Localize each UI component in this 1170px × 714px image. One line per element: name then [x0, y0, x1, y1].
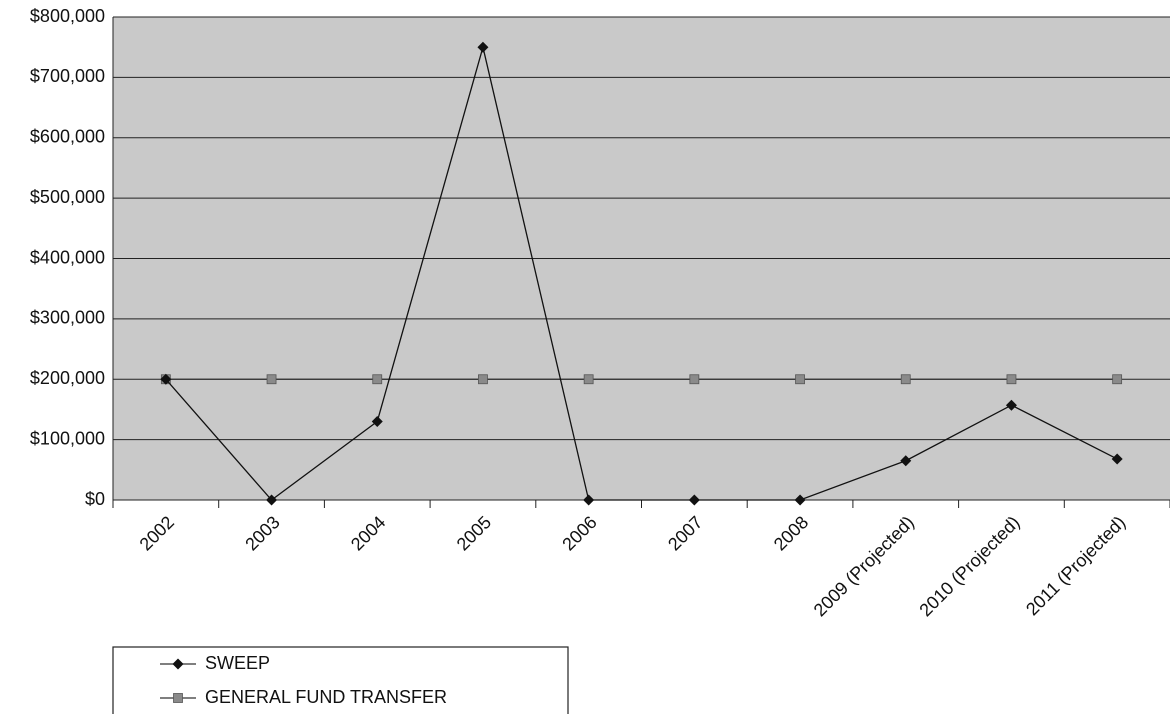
- y-tick-label: $400,000: [30, 247, 105, 267]
- y-tick-label: $700,000: [30, 66, 105, 86]
- x-tick-label: 2009 (Projected): [810, 512, 918, 620]
- legend: SWEEP GENERAL FUND TRANSFER: [112, 646, 569, 714]
- marker: [900, 374, 911, 385]
- marker: [689, 374, 700, 385]
- legend-label: SWEEP: [205, 653, 270, 673]
- marker: [266, 374, 277, 385]
- x-tick-label: 2005: [453, 512, 495, 554]
- marker: [583, 374, 594, 385]
- y-tick-label: $600,000: [30, 127, 105, 147]
- y-tick-label: $200,000: [30, 368, 105, 388]
- marker: [1005, 399, 1017, 411]
- legend-marker: [172, 658, 184, 670]
- series-line: [165, 47, 1118, 501]
- marker: [371, 416, 383, 428]
- y-tick-label: $100,000: [30, 428, 105, 448]
- marker: [372, 374, 383, 385]
- marker: [160, 373, 172, 385]
- x-tick-label: 2002: [136, 512, 178, 554]
- y-tick-label: $0: [85, 489, 105, 509]
- marker: [1111, 453, 1123, 465]
- y-tick-label: $300,000: [30, 308, 105, 328]
- legend-label: GENERAL FUND TRANSFER: [205, 687, 447, 707]
- marker: [1006, 374, 1017, 385]
- marker: [1112, 374, 1123, 385]
- marker: [795, 374, 805, 385]
- x-tick-label: 2003: [241, 512, 283, 554]
- marker: [794, 494, 806, 506]
- x-tick-label: 2010 (Projected): [915, 512, 1023, 620]
- x-tick-label: 2007: [664, 512, 706, 554]
- y-tick-label: $500,000: [30, 187, 105, 207]
- legend-box: [112, 646, 569, 714]
- marker: [900, 455, 912, 467]
- x-tick-label: 2004: [347, 512, 389, 554]
- legend-marker: [173, 693, 183, 703]
- marker: [688, 494, 700, 506]
- marker: [478, 374, 488, 385]
- x-tick-label: 2006: [558, 512, 600, 554]
- y-tick-label: $800,000: [30, 6, 105, 26]
- x-tick-label: 2008: [770, 512, 812, 554]
- marker: [583, 494, 595, 506]
- marker: [477, 41, 489, 53]
- x-tick-label: 2011 (Projected): [1022, 512, 1129, 619]
- marker: [266, 494, 278, 506]
